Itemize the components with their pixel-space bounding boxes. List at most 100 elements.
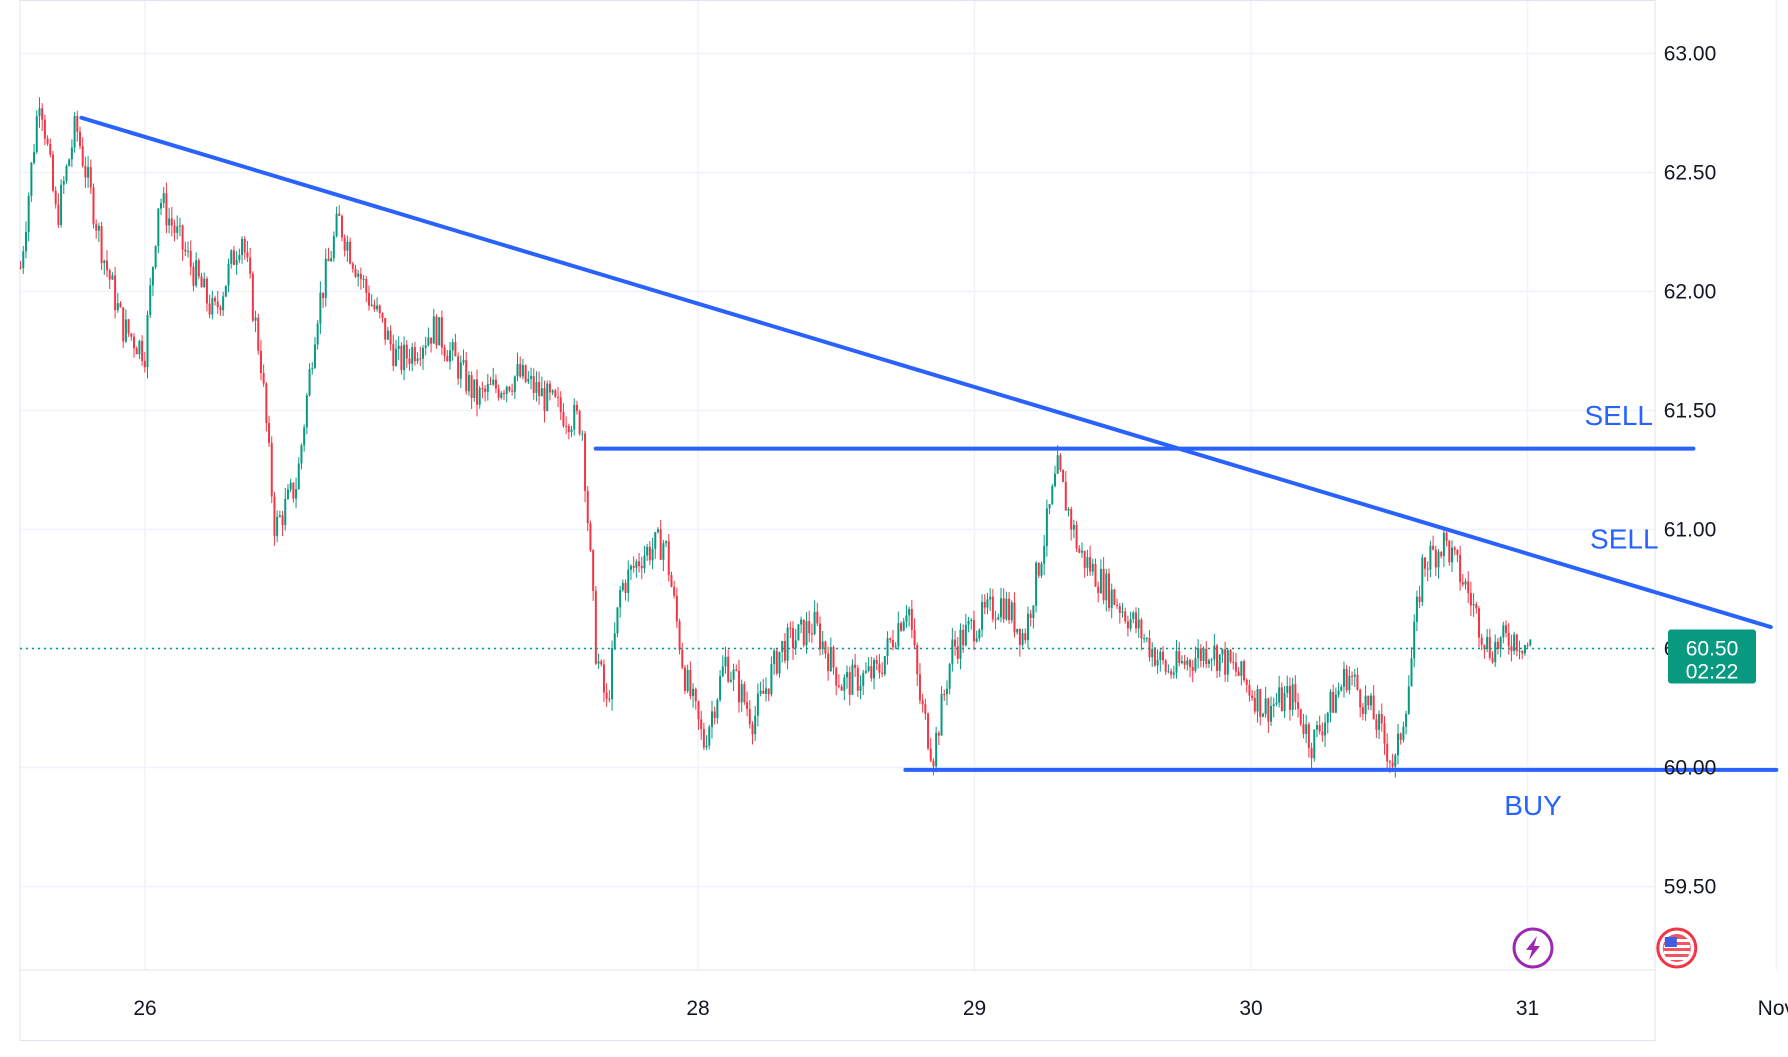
candle-body (1113, 589, 1116, 605)
candle-body (160, 203, 163, 209)
annotation-label[interactable]: BUY (1504, 790, 1562, 821)
y-tick-label: 62.00 (1664, 281, 1717, 304)
candle-body (835, 667, 838, 686)
candle-body (1405, 713, 1408, 727)
candle-body (84, 165, 87, 178)
candle-body (1070, 508, 1073, 530)
candle-body (367, 292, 370, 306)
candle-body (397, 345, 400, 349)
candle-body (1229, 650, 1232, 662)
candle-body (935, 732, 938, 767)
candle-body (381, 313, 384, 318)
candle-body (251, 273, 254, 321)
candle-body (1272, 704, 1275, 706)
lightning-icon[interactable] (1512, 927, 1554, 969)
candle-body (178, 225, 181, 227)
candle-body (999, 598, 1002, 618)
candle-body (1045, 508, 1048, 546)
candle-body (1270, 705, 1273, 722)
candle-body (1026, 613, 1029, 641)
candle-body (678, 621, 681, 651)
candle-body (1267, 698, 1270, 722)
candle-body (127, 319, 130, 334)
candle-body (1216, 645, 1219, 671)
candle-body (589, 523, 592, 551)
candle-body (319, 292, 322, 324)
candle-body (216, 301, 219, 308)
x-tick-label: 31 (1516, 997, 1539, 1020)
candle-body (1299, 708, 1302, 725)
candle-body (1321, 731, 1324, 736)
candle-body (1391, 762, 1394, 767)
candle-body (770, 664, 773, 695)
candle-body (648, 546, 651, 561)
candle-body (1143, 638, 1146, 640)
candle-body (432, 316, 435, 344)
annotation-label[interactable]: SELL (1584, 400, 1653, 431)
candle-body (592, 550, 595, 592)
candle-body (238, 255, 241, 260)
candle-body (1445, 532, 1448, 541)
candle-body (665, 541, 668, 544)
x-axis[interactable]: 26 28 29 30 31 Nov (133, 997, 1788, 1020)
us-flag-icon[interactable] (1656, 927, 1698, 969)
candle-body (1010, 602, 1013, 621)
candle-body (313, 344, 316, 368)
candle-body (694, 688, 697, 702)
candle-body (70, 147, 73, 160)
candle-body (1132, 612, 1135, 620)
candle-body (729, 679, 732, 682)
candle-body (727, 656, 730, 682)
candle-body (300, 445, 303, 464)
candle-body (546, 383, 549, 411)
candle-body (443, 347, 446, 356)
candle-body (38, 108, 41, 117)
candle-body (1496, 641, 1499, 650)
candle-body (943, 694, 946, 696)
candle-body (856, 667, 859, 691)
candle-body (810, 633, 813, 635)
candle-body (1005, 598, 1008, 620)
candle-body (786, 627, 789, 661)
candle-body (621, 583, 624, 590)
candle-body (76, 116, 79, 132)
candle-body (1191, 666, 1194, 671)
candle-body (446, 355, 449, 362)
candle-body (438, 317, 441, 346)
candle-body (1513, 634, 1516, 652)
candle-body (1099, 568, 1102, 594)
candle-body (1091, 563, 1094, 572)
annotation-label[interactable]: SELL (1590, 524, 1659, 555)
candle-body (87, 167, 90, 178)
trendline[interactable] (79, 115, 1773, 630)
candle-body (1256, 689, 1259, 712)
candle-body (702, 729, 705, 748)
candle-body (767, 688, 770, 695)
candle-body (1521, 650, 1524, 654)
candle-body (1415, 596, 1418, 622)
candle-body (800, 619, 803, 625)
candle-body (1048, 504, 1051, 509)
candle-body (416, 358, 419, 362)
candle-body (154, 246, 157, 268)
candle-body (848, 672, 851, 695)
candle-body (1035, 562, 1038, 606)
annotations[interactable]: SELL SELL BUY (79, 115, 1779, 821)
candle-body (203, 278, 206, 288)
candle-body (975, 638, 978, 642)
candle-body (878, 663, 881, 673)
candle-body (897, 623, 900, 647)
candle-body (89, 167, 92, 188)
candle-body (1021, 633, 1024, 645)
candle-body (24, 231, 27, 252)
candles (19, 97, 1532, 778)
event-icons[interactable] (1512, 927, 1698, 969)
candle-body (994, 619, 997, 621)
candle-body (289, 482, 292, 490)
candle-body (254, 317, 257, 321)
candle-body (394, 348, 397, 366)
candle-body (1135, 612, 1138, 629)
